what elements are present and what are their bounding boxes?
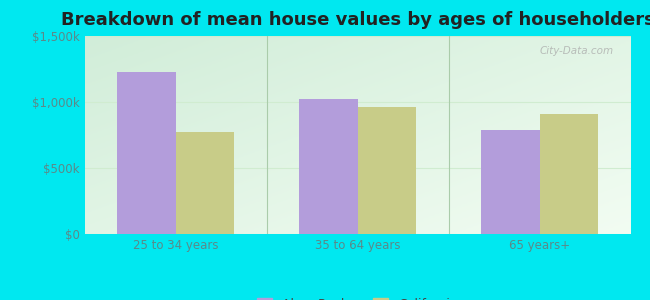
Legend: Alum Rock, California: Alum Rock, California [257,298,458,300]
Text: City-Data.com: City-Data.com [540,46,614,56]
Bar [540,114,598,234]
Bar [299,99,358,234]
Bar [481,130,540,234]
Bar [176,132,234,234]
Bar [358,107,416,234]
Title: Breakdown of mean house values by ages of householders: Breakdown of mean house values by ages o… [60,11,650,29]
Bar [117,72,176,234]
